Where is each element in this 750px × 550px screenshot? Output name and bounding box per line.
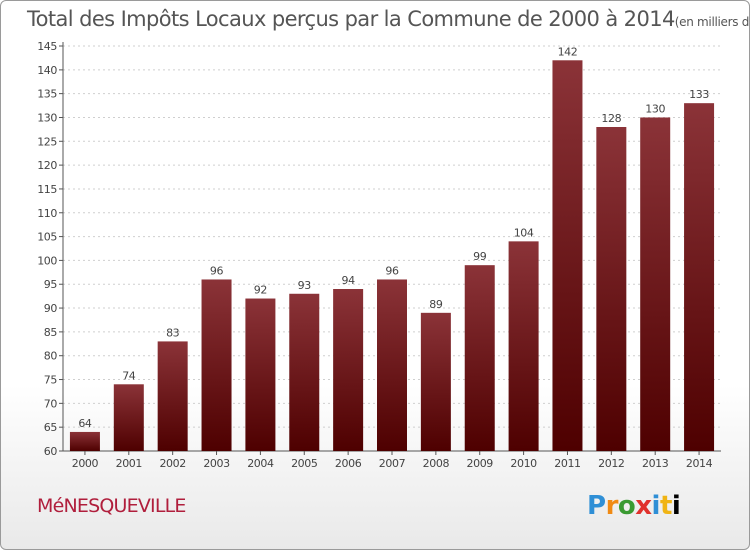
x-tick-label: 2009 xyxy=(467,457,494,470)
x-tick-label: 2000 xyxy=(72,457,99,470)
data-label: 96 xyxy=(385,264,399,277)
y-tick-label: 60 xyxy=(44,445,58,458)
x-tick-label: 2011 xyxy=(554,457,580,470)
data-label: 133 xyxy=(689,88,709,101)
logo-letter: P xyxy=(587,491,606,521)
y-tick-label: 100 xyxy=(37,254,57,267)
data-label: 64 xyxy=(78,417,92,430)
bar xyxy=(684,103,715,452)
x-tick-label: 2012 xyxy=(598,457,624,470)
logo-letter: i xyxy=(671,491,681,521)
logo-letter: x xyxy=(635,491,652,521)
x-tick-label: 2003 xyxy=(203,457,230,470)
y-tick-label: 105 xyxy=(37,231,57,244)
y-tick-label: 115 xyxy=(37,183,57,196)
data-label: 93 xyxy=(298,279,312,292)
data-label: 128 xyxy=(601,112,621,125)
bar xyxy=(157,341,188,451)
chart-unit-text: (en milliers d'€) xyxy=(674,15,750,29)
y-tick-label: 75 xyxy=(44,374,58,387)
y-tick-label: 85 xyxy=(44,326,58,339)
data-label: 89 xyxy=(429,298,443,311)
data-label: 74 xyxy=(122,369,136,382)
bar xyxy=(201,279,232,451)
data-label: 99 xyxy=(473,250,487,263)
y-tick-label: 95 xyxy=(44,278,58,291)
y-tick-label: 70 xyxy=(44,397,58,410)
x-tick-label: 2004 xyxy=(247,457,274,470)
bar xyxy=(596,127,627,451)
y-tick-label: 110 xyxy=(37,207,57,220)
data-label: 142 xyxy=(558,45,578,58)
x-tick-label: 2014 xyxy=(686,457,713,470)
data-label: 83 xyxy=(166,326,180,339)
y-tick-label: 120 xyxy=(37,159,57,172)
x-tick-label: 2006 xyxy=(335,457,362,470)
bar xyxy=(464,265,495,451)
y-tick-label: 90 xyxy=(44,302,58,315)
bar xyxy=(552,60,583,451)
bar xyxy=(377,279,407,451)
chart-title: Total des Impôts Locaux perçus par la Co… xyxy=(27,7,750,31)
y-tick-label: 135 xyxy=(37,88,57,101)
y-tick-label: 65 xyxy=(44,421,58,434)
bar xyxy=(245,298,276,451)
data-label: 130 xyxy=(645,102,665,115)
bar xyxy=(289,293,320,451)
labels: 64 2000 74 2001 83 2002 96 2003 92 2004 93 2005 94 20… xyxy=(72,45,713,470)
logo-letter: t xyxy=(659,491,672,521)
axes: 60 65 70 75 80 85 90 95 100 105 110 115 120 125 130 135… xyxy=(37,40,721,458)
y-tick-label: 125 xyxy=(37,135,57,148)
x-tick-label: 2001 xyxy=(116,457,142,470)
bar xyxy=(420,312,451,451)
x-tick-label: 2010 xyxy=(510,457,537,470)
bars xyxy=(69,60,715,452)
logo-letter: i xyxy=(651,491,661,521)
proxiti-logo: Proxiti xyxy=(587,491,681,521)
bar xyxy=(113,384,144,451)
x-tick-label: 2007 xyxy=(379,457,406,470)
logo-letter: r xyxy=(605,491,619,521)
x-tick-label: 2002 xyxy=(159,457,185,470)
bar xyxy=(333,289,364,451)
x-tick-label: 2013 xyxy=(642,457,669,470)
data-label: 92 xyxy=(254,284,267,297)
chart-title-text: Total des Impôts Locaux perçus par la Co… xyxy=(27,7,675,31)
y-tick-label: 140 xyxy=(37,64,57,77)
x-tick-label: 2005 xyxy=(291,457,318,470)
y-tick-label: 80 xyxy=(44,350,58,363)
y-tick-label: 130 xyxy=(37,111,57,124)
x-tick-label: 2008 xyxy=(423,457,450,470)
data-label: 104 xyxy=(514,226,534,239)
logo-letter: o xyxy=(617,491,636,521)
bar xyxy=(508,241,539,451)
commune-name: MéNESQUEVILLE xyxy=(37,495,186,517)
data-label: 94 xyxy=(342,274,356,287)
bar xyxy=(69,431,100,451)
y-tick-label: 145 xyxy=(37,40,57,53)
bar xyxy=(640,117,671,452)
data-label: 96 xyxy=(210,264,224,277)
